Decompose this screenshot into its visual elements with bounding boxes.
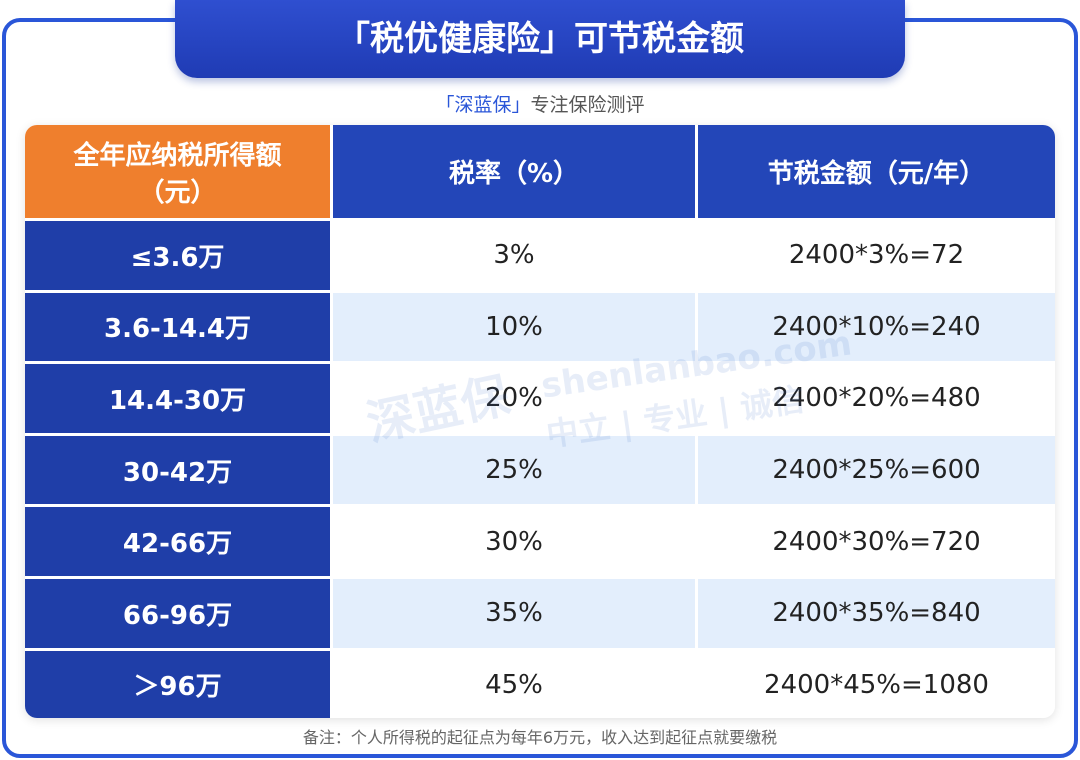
header-text: 税率（%） [448,159,580,189]
cell-text: 30% [485,526,543,557]
cell-text: 3.6-14.4万 [104,314,251,345]
table-cell: 3.6-14.4万 [25,292,330,362]
cell-text: 2400*3%=72 [788,240,965,271]
table-cell: 30% [333,507,695,576]
table-cell: 25% [333,435,695,505]
title: 「税优健康险」可节税金额 [336,19,744,59]
cell-text: 30-42万 [122,457,233,488]
header-cell: 全年应纳税所得额 （元） [25,125,330,218]
table-cell: 2400*45%=1080 [698,650,1055,718]
title-banner [175,0,905,78]
table-cell: 2400*3%=72 [698,221,1055,290]
cell-text: 2400*30%=720 [772,526,981,557]
table-cell: 66-96万 [25,579,330,648]
table-cell: 2400*30%=720 [698,507,1055,576]
table-cell: 2400*25%=600 [698,435,1055,505]
subtitle: 「深蓝保」专注保险测评 [0,90,1080,117]
cell-text: 2400*35%=840 [772,598,981,629]
table-cell: 30-42万 [25,435,330,505]
table-cell: 42-66万 [25,507,330,576]
cell-text: ≤3.6万 [130,242,225,273]
table-cell: 2400*35%=840 [698,579,1055,648]
cell-text: ＞96万 [133,672,222,703]
cell-text: 2400*25%=600 [772,455,981,486]
header-text: （元） [138,177,217,208]
cell-text: 42-66万 [122,529,233,560]
footnote: 备注：个人所得税的起征点为每年6万元，收入达到起征点就要缴税 [302,728,778,747]
header-cell: 税率（%） [333,125,695,218]
cell-text: 66-96万 [122,600,233,631]
tagline: 专注保险测评 [530,94,645,116]
cell-text: 3% [493,240,535,271]
cell-text: 2400*20%=480 [772,383,981,414]
table-cell: 3% [333,221,695,290]
cell-text: 20% [485,383,543,414]
cell-text: 45% [485,669,543,700]
table-cell: 2400*20%=480 [698,364,1055,433]
table-cell: ＞96万 [25,650,330,718]
cell-text: 10% [485,311,543,342]
cell-text: 2400*45%=1080 [764,669,989,700]
header-text: 全年应纳税所得额 [73,140,282,171]
table-cell: 45% [333,650,695,718]
table-cell: 10% [333,292,695,362]
table: 全年应纳税所得额 （元） 税率（%） 节税金额（元/年） ≤3.6万 3% 2400*3%=… [25,125,1055,718]
header-text: 节税金额（元/年） [767,159,986,189]
table-cell: 2400*10%=240 [698,292,1055,362]
header-cell: 节税金额（元/年） [698,125,1055,218]
table-cell: 14.4-30万 [25,364,330,433]
brand: 「深蓝保」 [435,94,531,116]
table-cell: 35% [333,579,695,648]
cell-text: 2400*10%=240 [772,311,981,342]
cell-text: 25% [485,455,543,486]
table-cell: 20% [333,364,695,433]
cell-text: 14.4-30万 [108,385,247,416]
cell-text: 35% [485,598,543,629]
table-cell: ≤3.6万 [25,221,330,290]
